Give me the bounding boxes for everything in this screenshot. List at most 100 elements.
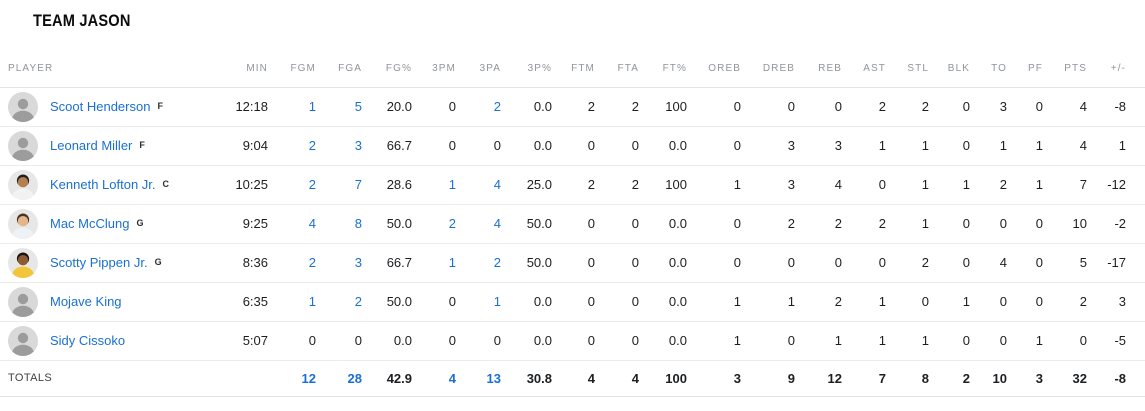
player-position-label: F xyxy=(157,100,164,111)
totals-to: 10 xyxy=(970,360,1007,397)
stat-oreb: 0 xyxy=(687,204,741,244)
stat-fga[interactable]: 7 xyxy=(316,165,362,205)
stat-fgpct: 50.0 xyxy=(362,204,412,244)
stat-fgm[interactable]: 2 xyxy=(268,126,316,166)
stat-pts: 4 xyxy=(1043,87,1087,127)
player-cell: Sidy Cissoko xyxy=(0,321,220,361)
generic-avatar-icon xyxy=(8,130,38,161)
column-header-plusminus: +/- xyxy=(1087,31,1145,88)
stat-fga[interactable]: 3 xyxy=(316,126,362,166)
stat-fta: 0 xyxy=(595,243,639,283)
player-name-link[interactable]: Scoot Henderson xyxy=(50,99,151,114)
player-name-link[interactable]: Leonard Miller xyxy=(50,138,133,153)
stat-plusminus: -8 xyxy=(1087,87,1145,127)
stat-ftpct: 0.0 xyxy=(639,282,687,322)
column-header-pts: PTS xyxy=(1043,31,1087,88)
stat-fta: 0 xyxy=(595,321,639,361)
stat-dreb: 0 xyxy=(741,321,795,361)
column-header-to: TO xyxy=(970,31,1007,88)
column-header-ast: AST xyxy=(842,31,886,88)
player-name-link[interactable]: Sidy Cissoko xyxy=(50,333,126,348)
stat-to: 4 xyxy=(970,243,1007,283)
stat-ast: 1 xyxy=(842,321,886,361)
stat-fga[interactable]: 2 xyxy=(316,282,362,322)
column-header-fgpct: FG% xyxy=(362,31,412,88)
stat-oreb: 1 xyxy=(687,282,741,322)
stat-tpa[interactable]: 2 xyxy=(456,243,501,283)
stat-plusminus: -12 xyxy=(1087,165,1145,205)
stat-tpa[interactable]: 4 xyxy=(456,165,501,205)
stat-fgpct: 20.0 xyxy=(362,87,412,127)
generic-avatar-icon xyxy=(8,91,38,122)
player-row: Kenneth Lofton Jr. C 10:25 2 7 28.6 1 4 25.0 2 2 10… xyxy=(0,165,1145,205)
stat-plusminus: -17 xyxy=(1087,243,1145,283)
stat-min: 5:07 xyxy=(220,321,268,361)
stat-tpm: 0 xyxy=(412,126,456,166)
stat-tpm[interactable]: 1 xyxy=(412,165,456,205)
stat-reb: 2 xyxy=(795,204,842,244)
stat-fga[interactable]: 8 xyxy=(316,204,362,244)
stat-fga[interactable]: 5 xyxy=(316,87,362,127)
stat-oreb: 0 xyxy=(687,87,741,127)
stat-tppct: 50.0 xyxy=(501,243,552,283)
player-name-link[interactable]: Mac McClung xyxy=(50,216,130,231)
stat-min: 10:25 xyxy=(220,165,268,205)
stat-ftpct: 100 xyxy=(639,165,687,205)
stat-tppct: 50.0 xyxy=(501,204,552,244)
stat-fgm[interactable]: 1 xyxy=(268,87,316,127)
stat-fgpct: 28.6 xyxy=(362,165,412,205)
stat-blk: 0 xyxy=(929,204,970,244)
stat-fgm[interactable]: 4 xyxy=(268,204,316,244)
player-position-label: G xyxy=(136,217,144,228)
stat-fgm[interactable]: 2 xyxy=(268,243,316,283)
stat-tpm[interactable]: 1 xyxy=(412,243,456,283)
stat-tpm[interactable]: 2 xyxy=(412,204,456,244)
stat-to: 0 xyxy=(970,282,1007,322)
totals-ast: 7 xyxy=(842,360,886,397)
stat-reb: 4 xyxy=(795,165,842,205)
stat-ftm: 0 xyxy=(552,204,595,244)
column-header-stl: STL xyxy=(886,31,929,88)
stat-oreb: 1 xyxy=(687,321,741,361)
stat-fgm[interactable]: 2 xyxy=(268,165,316,205)
stat-fgm[interactable]: 1 xyxy=(268,282,316,322)
player-name-link[interactable]: Mojave King xyxy=(50,294,122,309)
stat-reb: 3 xyxy=(795,126,842,166)
stat-ftm: 2 xyxy=(552,87,595,127)
stat-ftm: 0 xyxy=(552,126,595,166)
player-cell: Scotty Pippen Jr. G xyxy=(0,243,220,283)
stat-reb: 1 xyxy=(795,321,842,361)
stat-pts: 10 xyxy=(1043,204,1087,244)
totals-blk: 2 xyxy=(929,360,970,397)
box-score-page: TEAM JASON PLAYER MIN FGM FGA FG% 3PM 3PA 3P% FT… xyxy=(0,11,1145,397)
player-name-link[interactable]: Scotty Pippen Jr. xyxy=(50,255,148,270)
player-position-label: G xyxy=(154,256,163,267)
stat-pf: 1 xyxy=(1007,126,1043,166)
stat-fga[interactable]: 3 xyxy=(316,243,362,283)
stat-tpa[interactable]: 2 xyxy=(456,87,501,127)
player-name-link[interactable]: Kenneth Lofton Jr. xyxy=(50,177,156,192)
stat-pf: 0 xyxy=(1007,243,1043,283)
stat-fta: 2 xyxy=(595,165,639,205)
player-cell: Mojave King xyxy=(0,282,220,322)
player-row: Mac McClung G 9:25 4 8 50.0 2 4 50.0 0 0 0.0 0 2 2 2 1 0 0… xyxy=(0,204,1145,244)
stat-pts: 7 xyxy=(1043,165,1087,205)
player-row: Scoot Henderson F 12:18 1 5 20.0 0 2 0.0 2 2 100 0 0 0… xyxy=(0,87,1145,127)
totals-fta: 4 xyxy=(595,360,639,397)
totals-stl: 8 xyxy=(886,360,929,397)
column-header-fta: FTA xyxy=(595,31,639,88)
column-header-reb: REB xyxy=(795,31,842,88)
stat-tpa[interactable]: 4 xyxy=(456,204,501,244)
totals-min xyxy=(220,360,268,397)
totals-ftpct: 100 xyxy=(639,360,687,397)
player-rows: Scoot Henderson F 12:18 1 5 20.0 0 2 0.0 2 2 100 0 0 0… xyxy=(0,87,1145,361)
player-photo-avatar xyxy=(8,247,38,278)
stat-tpa[interactable]: 1 xyxy=(456,282,501,322)
stat-tppct: 25.0 xyxy=(501,165,552,205)
column-header-blk: BLK xyxy=(929,31,970,88)
stat-pf: 0 xyxy=(1007,282,1043,322)
totals-oreb: 3 xyxy=(687,360,741,397)
stat-tpm: 0 xyxy=(412,282,456,322)
column-header-tppct: 3P% xyxy=(501,31,552,88)
stat-ftpct: 0.0 xyxy=(639,243,687,283)
